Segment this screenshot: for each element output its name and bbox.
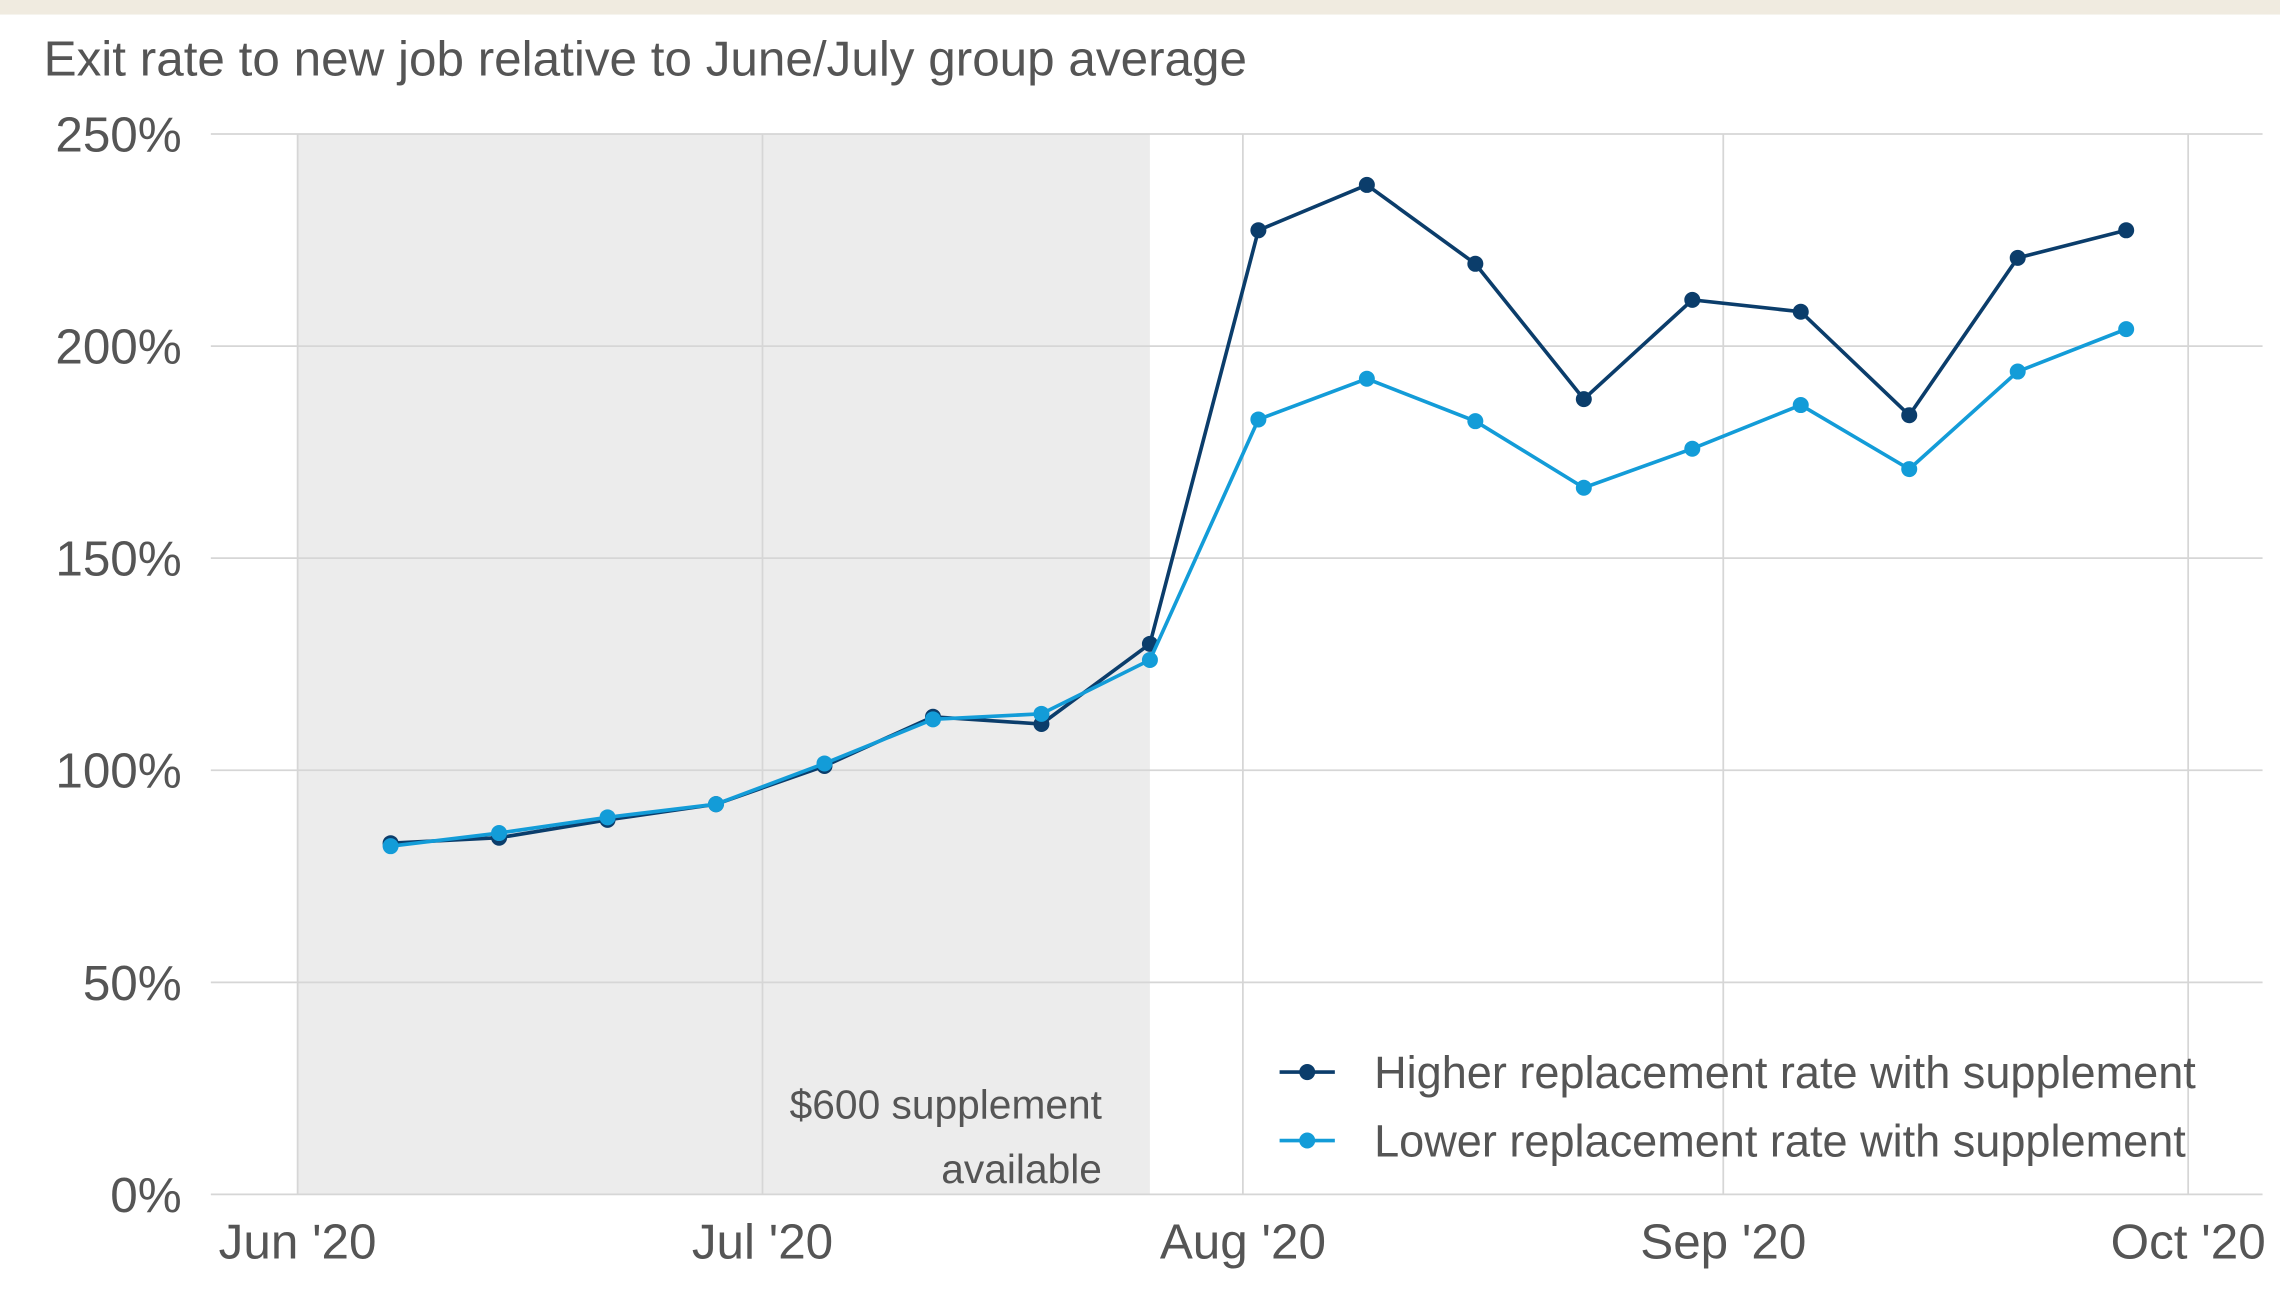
- data-point: [1467, 413, 1484, 430]
- data-point: [1358, 370, 1375, 387]
- data-point: [1575, 391, 1592, 408]
- x-tick-label: Jun '20: [219, 1214, 377, 1269]
- legend-label: Higher replacement rate with supplement: [1374, 1047, 2196, 1098]
- data-point: [2009, 363, 2026, 380]
- x-tick-label: Jul '20: [692, 1214, 833, 1269]
- y-tick-label: 200%: [55, 320, 181, 375]
- data-point: [599, 809, 616, 826]
- data-point: [1250, 222, 1267, 239]
- data-point: [491, 825, 508, 842]
- legend-label: Lower replacement rate with supplement: [1374, 1116, 2186, 1167]
- data-point: [1033, 705, 1050, 722]
- x-tick-label: Aug '20: [1160, 1214, 1326, 1269]
- data-point: [1901, 461, 1918, 478]
- data-point: [1792, 397, 1809, 414]
- data-point: [1141, 651, 1158, 668]
- legend-marker: [1299, 1132, 1316, 1149]
- data-point: [1684, 440, 1701, 457]
- chart-title: Exit rate to new job relative to June/Ju…: [44, 32, 1247, 87]
- y-tick-label: 250%: [55, 107, 181, 162]
- top-band: [0, 0, 2280, 15]
- y-tick-label: 100%: [55, 744, 181, 799]
- data-point: [924, 711, 941, 728]
- data-point: [382, 838, 399, 855]
- x-tick-label: Sep '20: [1640, 1214, 1806, 1269]
- data-point: [816, 755, 833, 772]
- data-point: [1792, 303, 1809, 320]
- data-point: [2118, 321, 2135, 338]
- data-point: [1901, 407, 1918, 424]
- data-point: [1358, 176, 1375, 193]
- y-tick-label: 0%: [110, 1168, 181, 1223]
- data-point: [708, 796, 725, 813]
- data-point: [1575, 479, 1592, 496]
- shaded-region: [297, 134, 1150, 1195]
- x-tick-label: Oct '20: [2111, 1214, 2266, 1269]
- y-tick-label: 50%: [83, 956, 182, 1011]
- annotation: $600 supplement: [790, 1082, 1103, 1128]
- data-point: [1250, 411, 1267, 428]
- annotation: available: [941, 1146, 1102, 1192]
- data-point: [2009, 249, 2026, 266]
- y-tick-label: 150%: [55, 532, 181, 587]
- data-point: [1684, 291, 1701, 308]
- legend-marker: [1299, 1064, 1316, 1081]
- data-point: [2118, 222, 2135, 239]
- data-point: [1467, 255, 1484, 272]
